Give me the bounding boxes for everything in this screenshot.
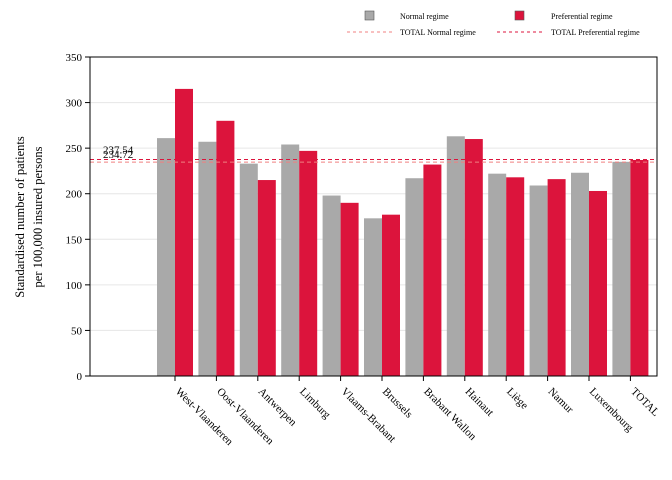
bar (364, 218, 382, 376)
bar (464, 139, 483, 376)
bar (216, 120, 235, 376)
bar (198, 141, 217, 376)
y-tick-label: 350 (66, 52, 83, 64)
y-axis-label-line2: per 100,000 insured persons (31, 146, 45, 287)
y-axis-label-line1: Standardised number of patients (13, 136, 27, 298)
bar (612, 161, 631, 376)
y-tick-label: 200 (66, 189, 83, 201)
legend: Normal regime Preferential regime TOTAL … (347, 10, 640, 37)
reference-line-label: 234.72 (103, 149, 133, 161)
bar (547, 179, 566, 376)
y-tick-label: 250 (66, 143, 83, 155)
bar (175, 88, 193, 377)
y-tick-label: 50 (71, 325, 83, 337)
x-tick-label: Namur (545, 386, 575, 416)
bar (630, 159, 649, 376)
x-tick-label: Hainaut (463, 386, 496, 419)
x-tick-label: Brussels (380, 386, 415, 421)
y-tick-label: 0 (77, 371, 83, 383)
bar (506, 177, 525, 376)
x-tick-label: Limburg (297, 386, 333, 422)
x-tick-label: Liège (504, 386, 530, 412)
bar (239, 163, 258, 376)
legend-label-total-normal: TOTAL Normal regime (400, 28, 476, 37)
bar (446, 136, 465, 376)
legend-label-total-preferential: TOTAL Preferential regime (551, 28, 640, 37)
bar (340, 202, 359, 376)
legend-label-preferential: Preferential regime (551, 12, 613, 21)
y-tick-label: 150 (66, 234, 83, 246)
bar (488, 173, 507, 376)
legend-swatch-normal (364, 10, 375, 21)
bar (571, 172, 589, 376)
bar (589, 190, 607, 376)
plot-frame (89, 56, 658, 377)
bar (405, 178, 424, 376)
bar (382, 214, 400, 376)
x-tick-label: TOTAL (628, 386, 661, 419)
bar (322, 195, 341, 376)
x-tick-label: Antwerpen (256, 386, 299, 429)
bar (423, 164, 442, 376)
y-tick-label: 100 (66, 280, 83, 292)
reference-line-label: 237.54 (103, 144, 134, 156)
y-tick-label: 300 (66, 98, 83, 110)
legend-label-normal: Normal regime (400, 12, 449, 21)
bar (281, 144, 300, 376)
bar (257, 180, 276, 376)
bar (157, 138, 175, 376)
bar (299, 150, 318, 376)
legend-swatch-preferential (514, 10, 525, 21)
bar (529, 185, 548, 376)
